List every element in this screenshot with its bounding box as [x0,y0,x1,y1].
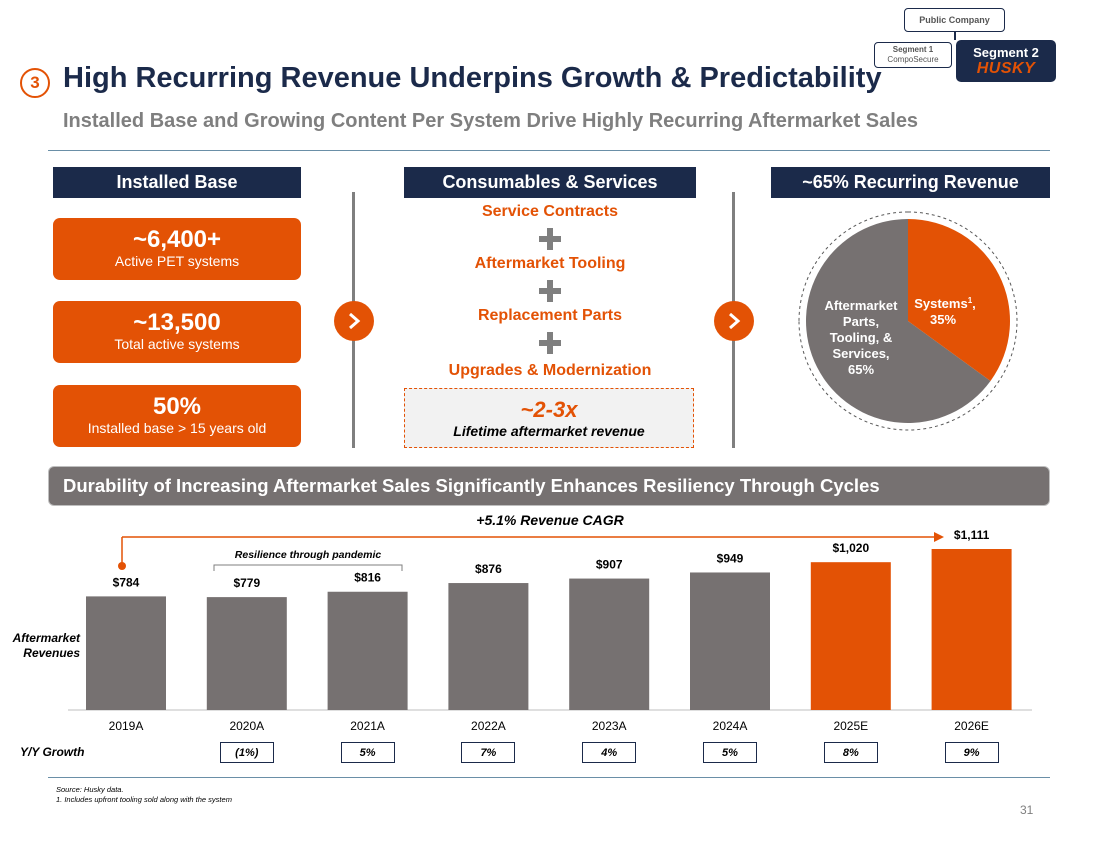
lifetime-label: Lifetime aftermarket revenue [453,423,645,439]
cagr-start-dot [118,562,126,570]
pie-label-aftermarket: Aftermarket [825,298,899,313]
bar-value-label: $949 [717,551,744,565]
x-tick-label: 2025E [833,719,868,730]
page-title: High Recurring Revenue Underpins Growth … [63,62,882,94]
pie-label-aftermarket: Parts, [843,314,879,329]
pie-label-aftermarket: Services, [832,346,889,361]
source-note: Source: Husky data. [56,785,124,794]
org-connector [954,32,956,40]
plus-icon [535,228,565,250]
footer-divider [48,777,1050,778]
revenue-bar [931,549,1012,710]
x-tick-label: 2020A [229,719,264,730]
x-tick-label: 2021A [350,719,385,730]
consumable-item: Upgrades & Modernization [448,362,652,379]
card-label: Active PET systems [114,253,240,269]
y-axis-label-line: Aftermarket [12,631,80,645]
growth-box: 4% [582,742,637,763]
revenue-bar-chart: $784 2019A $779 2020A $816 2021A $876 2022A $907… [68,528,1032,730]
installed-base-header: Installed Base [53,167,301,198]
card-value: ~6,400+ [132,226,222,253]
growth-box: 9% [944,742,999,763]
page-subtitle: Installed Base and Growing Content Per S… [63,110,919,132]
lifetime-multiple: ~2-3x [520,397,578,422]
growth-box: 7% [461,742,516,763]
pie-label-aftermarket: Tooling, & [830,330,893,345]
section-number-badge: 3 [20,68,50,98]
revenue-bar [569,578,650,710]
revenue-bar [810,562,891,710]
pie-slice-systems [908,219,1010,381]
recurring-revenue-header: ~65% Recurring Revenue [771,167,1050,198]
revenue-bar [206,597,287,710]
x-tick-label: 2026E [954,719,989,730]
bar-value-label: $907 [596,558,623,572]
card-value: 50% [152,393,202,420]
segment2-box: Segment 2 HUSKY [956,40,1056,82]
public-company-box: Public Company [904,8,1005,32]
y-axis-label: Aftermarket Revenues [8,631,80,661]
segment1-label: Segment 1 [892,45,934,54]
pie-value-aftermarket: 65% [848,362,874,377]
cagr-label: +5.1% Revenue CAGR [476,512,624,528]
bar-value-label: $816 [354,571,381,585]
bar-value-label: $1,111 [954,528,990,542]
y-axis-label-line: Revenues [23,646,80,660]
revenue-bar [86,596,166,710]
plus-icon [535,280,565,302]
revenue-bar [327,591,408,710]
segment1-brand: CompoSecure [887,55,939,64]
bar-value-label: $1,020 [832,541,869,555]
yy-growth-label: Y/Y Growth [20,745,85,759]
plus-icon [535,332,565,354]
durability-banner: Durability of Increasing Aftermarket Sal… [48,466,1050,506]
lifetime-revenue-box: ~2-3x Lifetime aftermarket revenue [404,388,694,448]
bar-value-label: $779 [233,576,260,590]
chevron-right-icon [334,301,374,341]
page-number: 31 [1020,803,1034,817]
x-tick-label: 2019A [109,719,144,730]
x-tick-label: 2024A [713,719,748,730]
consumable-item: Replacement Parts [477,307,623,324]
recurring-pie-chart: Systems1, 35% Aftermarket Parts, Tooling… [798,211,1018,431]
growth-box: 5% [703,742,757,763]
resilience-label: Resilience through pandemic [234,549,382,561]
card-label: Installed base > 15 years old [87,420,267,436]
x-tick-label: 2022A [471,719,506,730]
revenue-bar [448,583,529,710]
growth-box: 5% [340,742,395,763]
growth-box: (1%) [219,742,274,763]
bar-value-label: $784 [113,575,140,589]
cagr-arrow-head [934,532,944,542]
pie-value-systems: 35% [930,312,956,327]
footnote: 1. Includes upfront tooling sold along w… [56,795,232,804]
pie-slice-aftermarket [806,219,991,423]
installed-base-card: ~13,500 Total active systems [53,301,301,363]
segment2-label: Segment 2 [973,45,1039,60]
card-label: Total active systems [114,336,240,352]
revenue-bar [690,572,770,710]
growth-box: 8% [823,742,878,763]
husky-logo: HUSKY [976,60,1036,77]
header-divider [48,150,1050,151]
consumable-item: Service Contracts [481,203,619,220]
consumable-item: Aftermarket Tooling [474,255,626,272]
segment1-box: Segment 1 CompoSecure [874,42,952,68]
card-value: ~13,500 [133,309,221,336]
installed-base-card: ~6,400+ Active PET systems [53,218,301,280]
pie-label-systems: Systems1, [914,296,976,311]
installed-base-card: 50% Installed base > 15 years old [53,385,301,447]
chevron-right-icon [714,301,754,341]
consumables-header: Consumables & Services [404,167,696,198]
resilience-bracket [213,564,403,571]
bar-value-label: $876 [475,562,502,576]
x-tick-label: 2023A [592,719,627,730]
